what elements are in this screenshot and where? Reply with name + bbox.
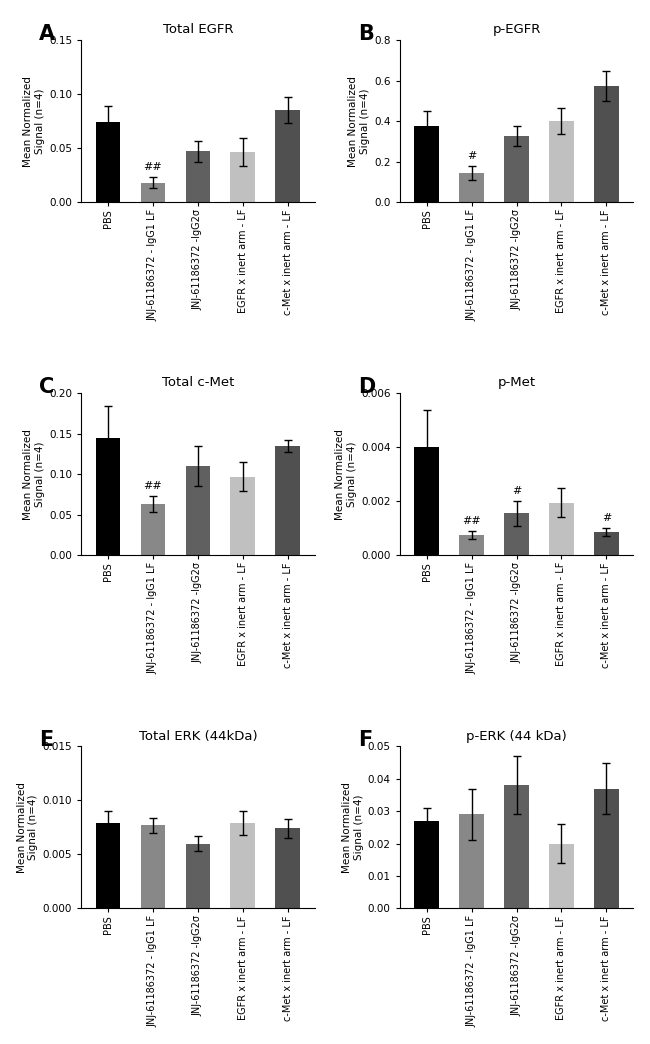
Bar bbox=[414, 126, 439, 203]
Bar bbox=[549, 502, 574, 555]
Bar bbox=[460, 535, 484, 555]
Bar bbox=[96, 437, 120, 555]
Bar bbox=[231, 823, 255, 908]
Bar bbox=[276, 446, 300, 555]
Bar bbox=[549, 844, 574, 908]
Y-axis label: Mean Normalized
Signal (n=4): Mean Normalized Signal (n=4) bbox=[23, 76, 45, 167]
Bar bbox=[185, 844, 210, 908]
Text: #: # bbox=[467, 150, 476, 161]
Text: ##: ## bbox=[144, 481, 162, 492]
Text: E: E bbox=[39, 731, 53, 751]
Bar bbox=[231, 152, 255, 203]
Title: p-EGFR: p-EGFR bbox=[492, 23, 541, 37]
Title: Total c-Met: Total c-Met bbox=[162, 377, 234, 389]
Title: Total ERK (44kDa): Total ERK (44kDa) bbox=[138, 730, 257, 742]
Text: B: B bbox=[358, 24, 374, 44]
Y-axis label: Mean Normalized
Signal (n=4): Mean Normalized Signal (n=4) bbox=[342, 782, 363, 873]
Bar bbox=[460, 814, 484, 908]
Bar bbox=[414, 447, 439, 555]
Bar bbox=[276, 111, 300, 203]
Bar bbox=[185, 467, 210, 555]
Y-axis label: Mean Normalized
Signal (n=4): Mean Normalized Signal (n=4) bbox=[348, 76, 370, 167]
Y-axis label: Mean Normalized
Signal (n=4): Mean Normalized Signal (n=4) bbox=[335, 429, 357, 520]
Bar bbox=[504, 785, 529, 908]
Bar bbox=[594, 788, 619, 908]
Text: C: C bbox=[39, 377, 55, 397]
Bar bbox=[140, 825, 165, 908]
Bar bbox=[549, 121, 574, 203]
Title: Total EGFR: Total EGFR bbox=[162, 23, 233, 37]
Text: D: D bbox=[358, 377, 375, 397]
Title: p-Met: p-Met bbox=[497, 377, 536, 389]
Text: #: # bbox=[602, 514, 611, 523]
Bar bbox=[594, 532, 619, 555]
Bar bbox=[504, 514, 529, 555]
Bar bbox=[460, 172, 484, 203]
Bar bbox=[276, 829, 300, 908]
Bar bbox=[96, 823, 120, 908]
Text: F: F bbox=[358, 731, 372, 751]
Bar bbox=[140, 183, 165, 203]
Bar bbox=[140, 504, 165, 555]
Bar bbox=[414, 821, 439, 908]
Y-axis label: Mean Normalized
Signal (n=4): Mean Normalized Signal (n=4) bbox=[17, 782, 38, 873]
Text: ##: ## bbox=[462, 516, 481, 526]
Title: p-ERK (44 kDa): p-ERK (44 kDa) bbox=[466, 730, 567, 742]
Bar bbox=[594, 86, 619, 203]
Text: A: A bbox=[39, 24, 55, 44]
Text: #: # bbox=[512, 487, 521, 496]
Bar bbox=[185, 151, 210, 203]
Y-axis label: Mean Normalized
Signal (n=4): Mean Normalized Signal (n=4) bbox=[23, 429, 45, 520]
Bar bbox=[231, 477, 255, 555]
Bar bbox=[504, 137, 529, 203]
Text: ##: ## bbox=[144, 163, 162, 172]
Bar bbox=[96, 122, 120, 203]
